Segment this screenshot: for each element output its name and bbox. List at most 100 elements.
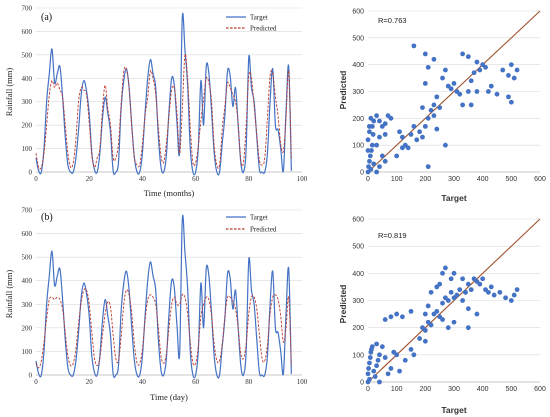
scatter-point: [506, 73, 511, 78]
x-tick-label: 20: [86, 175, 94, 183]
x-axis-title-scatter-b: Target: [441, 405, 467, 415]
scatter-point: [474, 59, 480, 65]
y-tick-label: 500: [22, 254, 33, 262]
scatter-point: [422, 311, 428, 317]
y-tick-label: 300: [352, 298, 364, 305]
scatter-point: [445, 325, 451, 331]
y-tick-label: 200: [352, 325, 364, 332]
series-line-predicted: [35, 53, 292, 170]
scatter-point: [382, 121, 388, 127]
y-tick-label: 0: [360, 170, 364, 177]
scatter-point: [371, 368, 377, 374]
scatter-point: [400, 134, 405, 140]
scatter-point: [431, 102, 437, 108]
x-tick-label: 100: [391, 386, 403, 393]
scatter-point: [365, 371, 371, 377]
y-tick-label: 500: [352, 35, 364, 42]
legend-label-predicted-b: Predicted: [250, 226, 277, 234]
scatter-point: [369, 142, 375, 148]
x-tick-label: 300: [448, 176, 460, 183]
scatter-point: [514, 287, 520, 293]
y-tick-label: 100: [22, 348, 33, 356]
y-axis-title-scatter-a: Predicted: [338, 71, 348, 110]
y-tick-label: 400: [352, 271, 364, 278]
y-axis-title-scatter-b: Predicted: [338, 285, 348, 324]
scatter-point: [374, 142, 379, 148]
scatter-plot-b: R=0.819 Predicted Target 0 100 200 300 400 50…: [338, 217, 546, 416]
scatter-point: [367, 360, 372, 366]
y-tick-label: 400: [352, 62, 364, 69]
scatter-point: [388, 314, 394, 320]
scatter-point: [394, 311, 400, 317]
scatter-point: [367, 158, 372, 164]
scatter-point: [405, 145, 411, 151]
scatter-point: [377, 164, 382, 170]
x-tick-label: 80: [245, 175, 253, 183]
x-tick-label: 100: [297, 175, 308, 183]
scatter-point: [440, 270, 445, 276]
scatter-point: [367, 355, 373, 360]
x-tick-label: 100: [297, 378, 308, 386]
scatter-point: [372, 374, 378, 379]
scatter-point: [379, 153, 385, 159]
scatter-point: [451, 319, 457, 325]
y-tick-label: 400: [22, 75, 33, 83]
scatter-point: [477, 281, 483, 287]
scatter-point: [371, 161, 377, 167]
scatter-point: [508, 62, 514, 68]
scatter-point: [369, 344, 375, 350]
scatter-point: [375, 357, 381, 363]
scatter-point: [488, 83, 494, 89]
scatter-point: [367, 376, 372, 382]
x-axis-title-scatter-a: Target: [441, 193, 467, 203]
y-tick-label: 700: [22, 207, 33, 215]
scatter-point: [448, 86, 454, 92]
scatter-point: [377, 134, 382, 140]
scatter-point: [422, 123, 428, 129]
scatter-point: [443, 67, 448, 73]
scatter-point: [366, 366, 371, 371]
rainfall-line-chart-b: (b) Rainfall (mm) Time (day) Target Pred…: [4, 207, 308, 403]
x-tick-label: 20: [86, 378, 94, 386]
y-axis-title-b: Rainfall (mm): [4, 270, 14, 319]
series-line-target: [35, 214, 292, 379]
scatter-point: [440, 300, 445, 306]
y-tick-label: 300: [22, 301, 33, 309]
y-axis-title-a: Rainfall (mm): [4, 68, 14, 117]
scatter-point: [400, 314, 405, 320]
scatter-point: [382, 317, 388, 322]
scatter-point: [440, 317, 445, 322]
scatter-point: [402, 357, 408, 363]
scatter-point: [397, 129, 402, 135]
scatter-point: [465, 281, 471, 287]
scatter-point: [374, 169, 379, 175]
scatter-point: [411, 352, 417, 358]
scatter-point: [422, 51, 428, 57]
scatter-point: [445, 298, 451, 303]
x-tick-label: 500: [505, 386, 517, 393]
y-tick-label: 500: [22, 51, 33, 59]
y-tick-label: 600: [22, 230, 33, 238]
scatter-point: [367, 129, 372, 135]
scatter-point: [385, 371, 391, 377]
legend-a: Target Predicted: [226, 14, 277, 33]
scatter-point: [508, 298, 514, 303]
scatter-point: [474, 311, 480, 317]
x-tick-label: 600: [534, 176, 546, 183]
y-tick-label: 0: [360, 380, 364, 387]
scatter-point: [374, 113, 379, 119]
scatter-point: [494, 91, 500, 97]
scatter-point: [468, 78, 474, 84]
scatter-point: [367, 153, 373, 159]
scatter-point: [382, 158, 388, 164]
y-tick-label: 300: [352, 89, 364, 96]
scatter-point: [414, 137, 420, 143]
x-tick-label: 400: [477, 386, 489, 393]
x-tick-label: 80: [245, 378, 253, 386]
scatter-point: [511, 75, 517, 81]
scatter-point: [431, 113, 437, 119]
scatter-point: [388, 115, 394, 121]
y-tick-label: 200: [22, 324, 33, 332]
scatter-point: [428, 289, 434, 295]
y-tick-label: 500: [352, 244, 364, 251]
